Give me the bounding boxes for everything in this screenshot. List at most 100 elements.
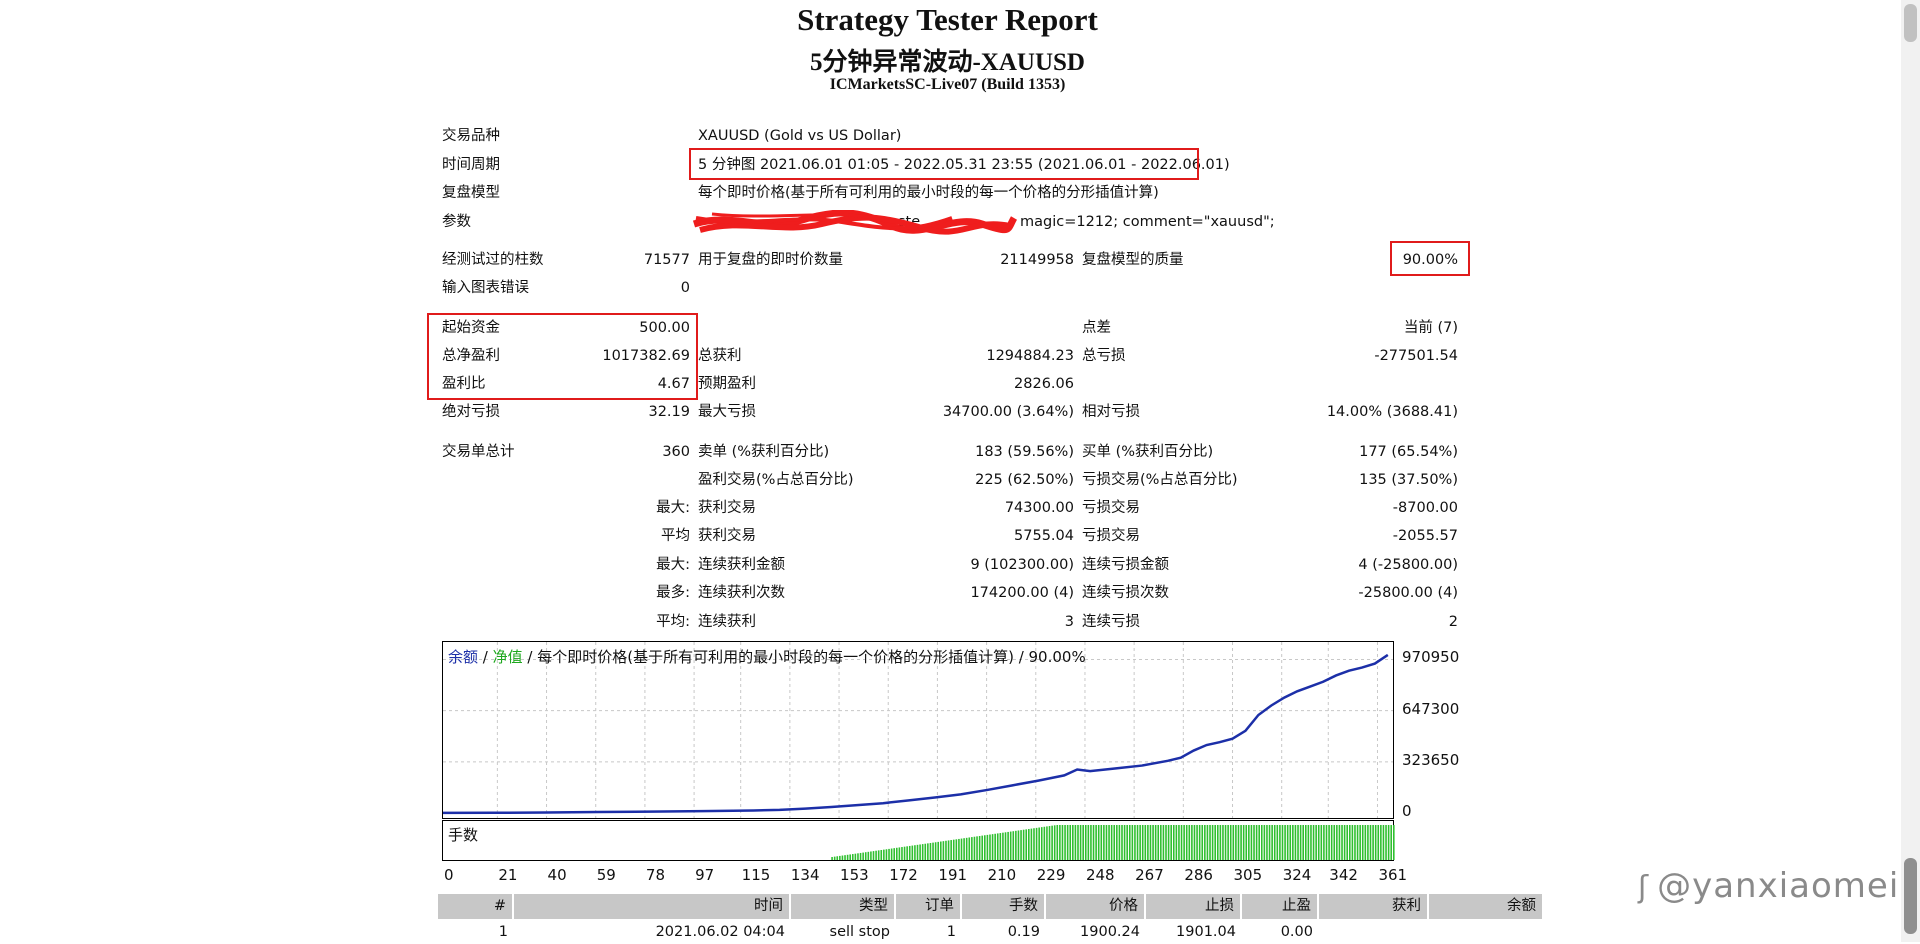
volume-bar — [1325, 825, 1328, 860]
volume-bar — [883, 849, 885, 860]
deposit-label: 起始资金 — [442, 320, 500, 336]
x-tick-label: 0 — [444, 866, 454, 884]
volume-bar — [1209, 825, 1211, 860]
volume-bar — [846, 854, 849, 860]
loss-trades-label: 亏损交易(%占总百分比) — [1082, 472, 1238, 488]
most-loss-value: -25800.00 (4) — [1358, 585, 1458, 601]
volume-bar — [968, 837, 971, 860]
avg-win-label: 获利交易 — [698, 528, 756, 544]
col-stop-loss[interactable]: 止损 — [1146, 894, 1242, 919]
col-type[interactable]: 类型 — [791, 894, 896, 919]
x-tick-label: 342 — [1329, 866, 1358, 884]
volume-bar — [1380, 825, 1382, 860]
col-take-profit[interactable]: 止盈 — [1242, 894, 1319, 919]
most-prefix: 最多: — [656, 585, 690, 601]
gross-profit-label: 总获利 — [698, 348, 742, 364]
volume-bar — [1258, 825, 1260, 860]
volume-bar — [1152, 825, 1154, 860]
volume-bar — [991, 834, 994, 860]
volume-bar — [1286, 825, 1289, 860]
col-volume[interactable]: 手数 — [962, 894, 1046, 919]
volume-bar — [984, 835, 986, 860]
volume-bar — [1059, 825, 1061, 860]
volume-bar — [981, 835, 984, 860]
volume-bar — [1185, 825, 1188, 860]
col-time[interactable]: 时间 — [514, 894, 791, 919]
volume-bar — [1056, 825, 1059, 860]
x-tick-label: 172 — [889, 866, 918, 884]
profit-trades-value: 225 (62.50%) — [975, 472, 1074, 488]
volume-bar — [836, 856, 839, 860]
volume-bar — [880, 849, 883, 860]
volume-bar — [1273, 825, 1276, 860]
scrollbar-thumb[interactable] — [1904, 858, 1917, 934]
col-profit[interactable]: 获利 — [1319, 894, 1429, 919]
volume-bar — [1084, 825, 1087, 860]
max-cons-win-label: 连续获利金额 — [698, 557, 785, 573]
params-label: 参数 — [442, 214, 471, 230]
scrollbar-thumb-top[interactable] — [1904, 4, 1917, 42]
volume-bar — [1356, 825, 1359, 860]
volume-bar — [1367, 825, 1369, 860]
volume-bar — [1266, 825, 1268, 860]
volume-label: 手数 — [448, 826, 479, 844]
volume-bar — [1017, 830, 1020, 860]
volume-bar — [1253, 825, 1255, 860]
volume-bar — [1382, 825, 1385, 860]
volume-bar — [1030, 828, 1033, 860]
volume-bar — [1198, 825, 1201, 860]
col-order[interactable]: 订单 — [896, 894, 962, 919]
volume-bar — [976, 836, 978, 860]
volume-bar — [877, 850, 880, 860]
volume-bar — [1237, 825, 1240, 860]
volume-bar — [924, 843, 927, 860]
volume-bar — [911, 845, 914, 860]
legend-equity: 净值 — [492, 648, 523, 666]
volume-bar — [1172, 825, 1175, 860]
volume-bar — [932, 842, 934, 860]
legend-description: / 每个即时价格(基于所有可利用的最小时段的每一个价格的分形插值计算) / 90… — [522, 648, 1086, 666]
errors-label: 输入图表错误 — [442, 280, 529, 296]
volume-bar — [1165, 825, 1167, 860]
trades-table-header: # 时间 类型 订单 手数 价格 止损 止盈 获利 余额 — [438, 894, 1542, 919]
volume-bar — [1015, 830, 1017, 860]
volume-bar — [1087, 825, 1090, 860]
col-price[interactable]: 价格 — [1046, 894, 1146, 919]
volume-bar — [1302, 825, 1305, 860]
col-number[interactable]: # — [438, 894, 514, 919]
volume-bar — [862, 852, 864, 860]
volume-bar — [1263, 825, 1266, 860]
volume-bar — [851, 854, 854, 860]
volume-bar — [1260, 825, 1263, 860]
cell-time: 2021.06.02 04:04 — [655, 924, 785, 940]
x-tick-label: 21 — [498, 866, 518, 884]
volume-bar — [963, 838, 965, 860]
max-cons-loss-label: 连续亏损金额 — [1082, 557, 1169, 573]
quality-value: 90.00% — [1402, 252, 1458, 268]
page-scrollbar[interactable] — [1901, 0, 1920, 942]
x-tick-label: 248 — [1085, 866, 1115, 884]
volume-bar — [898, 847, 901, 860]
cell-stop-loss: 1901.04 — [1176, 924, 1236, 940]
volume-bar — [952, 839, 955, 860]
volume-bar — [1009, 831, 1012, 860]
report-subtitle: 5分钟异常波动-XAUUSD — [809, 49, 1085, 76]
x-tick-label: 134 — [790, 866, 820, 884]
spread-label: 点差 — [1082, 320, 1111, 336]
short-trades-value: 183 (59.56%) — [975, 444, 1074, 460]
symbol-label: 交易品种 — [442, 128, 500, 144]
volume-bar — [893, 848, 896, 860]
avg-loss-label: 亏损交易 — [1082, 528, 1140, 544]
volume-bar — [1136, 825, 1139, 860]
volume-bar — [916, 844, 919, 860]
volume-bar — [1348, 825, 1351, 860]
volume-bar — [965, 837, 968, 860]
volume-bar — [1390, 825, 1393, 860]
volume-bar — [1116, 825, 1118, 860]
col-balance[interactable]: 余额 — [1429, 894, 1542, 919]
volume-bar — [1385, 825, 1387, 860]
volume-bar — [839, 855, 841, 860]
avg-consecutive-prefix: 平均: — [656, 614, 690, 630]
most-win-value: 174200.00 (4) — [970, 585, 1074, 601]
volume-bar — [1043, 826, 1046, 860]
